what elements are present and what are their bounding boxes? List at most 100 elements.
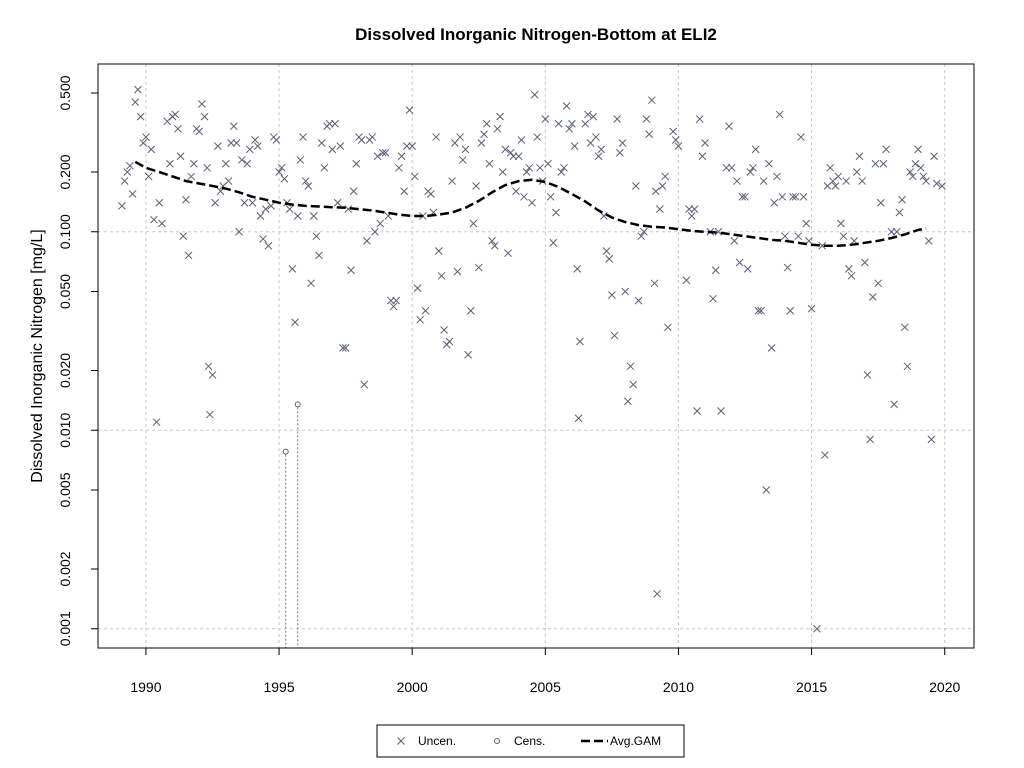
data-point — [147, 145, 156, 154]
data-point — [759, 177, 768, 185]
data-point — [315, 251, 323, 260]
data-point — [184, 251, 193, 260]
data-point — [770, 198, 779, 207]
data-point — [200, 112, 209, 121]
y-tick-label: 0.005 — [57, 472, 73, 507]
data-point — [554, 119, 563, 128]
data-point — [307, 279, 315, 288]
data-point — [272, 136, 281, 144]
data-point — [565, 124, 574, 133]
data-point — [363, 236, 371, 245]
data-point — [631, 182, 640, 190]
data-point — [128, 190, 137, 198]
data-point — [179, 232, 188, 241]
data-point — [576, 337, 584, 346]
data-point — [466, 306, 475, 315]
data-point — [562, 102, 571, 110]
data-point — [445, 337, 454, 346]
grid — [98, 64, 974, 648]
data-point — [608, 291, 616, 299]
data-point — [600, 212, 608, 220]
data-point — [938, 182, 946, 190]
data-point — [876, 198, 885, 207]
uncensored-series — [118, 85, 946, 633]
data-point — [421, 306, 430, 315]
data-point — [618, 139, 627, 147]
data-point — [493, 124, 502, 133]
data-point — [187, 172, 196, 181]
data-point — [541, 115, 550, 123]
data-point — [488, 236, 496, 245]
data-point — [379, 148, 387, 157]
data-point — [592, 133, 600, 141]
data-point — [371, 227, 379, 236]
data-point — [197, 100, 206, 108]
data-point — [653, 589, 662, 598]
data-point — [190, 159, 198, 168]
data-point — [711, 266, 720, 275]
data-point — [767, 344, 776, 352]
x-tick-label: 2010 — [663, 679, 694, 695]
data-point — [533, 133, 542, 141]
data-point — [845, 265, 853, 273]
data-point — [224, 177, 233, 185]
data-point — [570, 142, 579, 150]
x-tick-label: 1990 — [130, 679, 161, 695]
data-point — [347, 266, 355, 275]
data-point — [826, 163, 835, 172]
data-point — [573, 265, 582, 273]
data-point — [395, 163, 403, 172]
data-point — [746, 168, 755, 176]
data-point — [139, 139, 148, 147]
data-point — [134, 85, 142, 94]
data-point — [789, 192, 797, 201]
data-point — [546, 192, 555, 201]
data-point — [501, 145, 510, 154]
data-point — [357, 136, 366, 144]
legend: Uncen. Cens. Avg.GAM — [376, 724, 685, 758]
data-point — [275, 168, 283, 176]
data-point — [126, 161, 134, 170]
data-point — [882, 145, 890, 154]
data-point — [373, 152, 382, 161]
data-point — [437, 271, 446, 280]
data-point — [432, 133, 441, 141]
data-point — [837, 219, 845, 228]
data-point — [842, 177, 851, 185]
data-point — [568, 119, 576, 128]
legend-cens-label: Cens. — [514, 734, 545, 748]
data-point — [589, 112, 598, 121]
data-point — [389, 302, 398, 311]
data-point — [733, 177, 741, 185]
data-point — [775, 110, 784, 119]
data-point — [797, 133, 805, 141]
data-point — [536, 163, 544, 172]
data-point — [176, 152, 185, 161]
data-point — [574, 414, 583, 423]
data-point — [182, 195, 190, 204]
data-point — [256, 212, 265, 220]
data-point — [693, 407, 701, 415]
data-point — [682, 276, 691, 285]
data-point — [512, 187, 520, 196]
data-point — [924, 236, 933, 245]
y-tick-label: 0.001 — [57, 611, 73, 646]
y-tick-label: 0.500 — [57, 75, 73, 110]
data-point — [911, 159, 920, 168]
data-point — [749, 163, 757, 172]
data-point — [890, 400, 898, 409]
data-point — [458, 156, 467, 164]
data-point — [253, 142, 262, 150]
data-point — [426, 190, 435, 198]
data-point — [863, 371, 872, 379]
data-point — [344, 205, 353, 213]
data-point — [328, 145, 337, 154]
data-point — [221, 159, 230, 168]
censored-point — [294, 401, 301, 408]
data-point — [584, 110, 592, 119]
data-point — [557, 168, 566, 176]
data-point — [530, 90, 539, 99]
data-point — [651, 187, 660, 196]
legend-box — [376, 724, 685, 758]
data-point — [717, 407, 725, 415]
